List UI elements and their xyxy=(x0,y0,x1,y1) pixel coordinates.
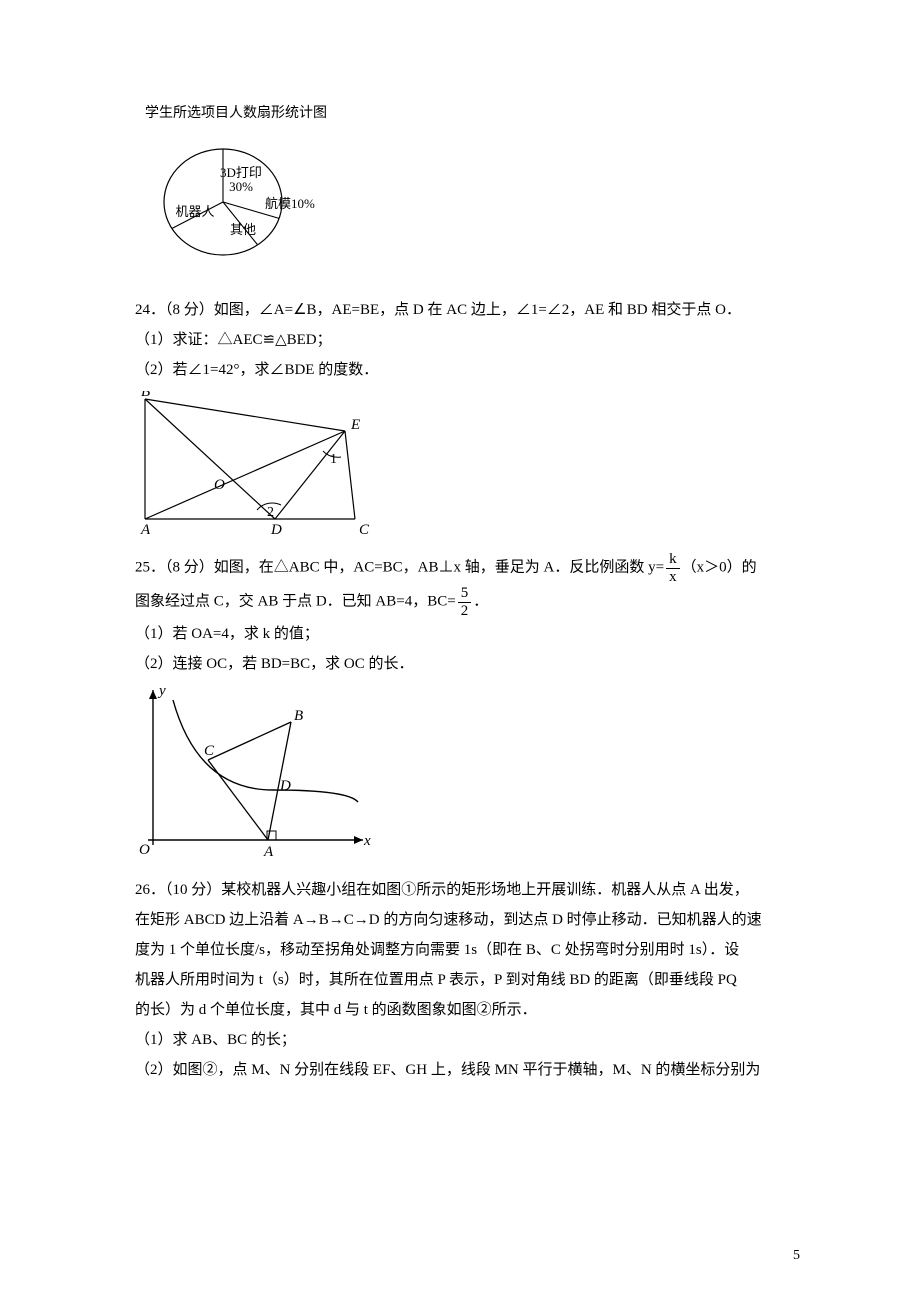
pie-chart-figure: 学生所选项目人数扇形统计图 3D打印30% 航模10% 其他 机器人 xyxy=(145,100,790,277)
q26-l5: 的长）为 d 个单位长度，其中 d 与 t 的函数图象如图②所示． xyxy=(135,995,790,1025)
svg-text:A: A xyxy=(140,522,151,536)
q24-part2: （2）若∠1=42°，求∠BDE 的度数． xyxy=(135,355,790,385)
q25-line1: 25．（8 分）如图，在△ABC 中，AC=BC，AB⊥x 轴，垂足为 A．反比… xyxy=(135,551,790,585)
svg-text:D: D xyxy=(270,522,282,536)
svg-text:y: y xyxy=(157,685,166,699)
q26-l4: 机器人所用时间为 t（s）时，其所在位置用点 P 表示，P 到对角线 BD 的距… xyxy=(135,965,790,995)
q25-part1: （1）若 OA=4，求 k 的值； xyxy=(135,619,790,649)
q24-part1: （1）求证：△AEC≌△BED； xyxy=(135,325,790,355)
q26-line1: 26．（10 分）某校机器人兴趣小组在如图①所示的矩形场地上开展训练．机器人从点… xyxy=(135,875,790,905)
q25-frac1: kx xyxy=(666,551,680,585)
q24-figure: A B C D E O 1 2 xyxy=(135,391,790,547)
q24-stem: 24．（8 分）如图，∠A=∠B，AE=BE，点 D 在 AC 边上，∠1=∠2… xyxy=(135,295,790,325)
q24-points: （8 分） xyxy=(165,302,214,318)
pie-chart-svg: 3D打印30% 航模10% 其他 机器人 xyxy=(145,136,315,266)
q25-stem-a: 如图，在△ABC 中，AC=BC，AB⊥x 轴，垂足为 A．反比例函数 y= xyxy=(214,559,664,575)
q26-l3: 度为 1 个单位长度/s，移动至拐角处调整方向需要 1s（即在 B、C 处拐弯时… xyxy=(135,935,790,965)
page-number: 5 xyxy=(793,1242,800,1270)
svg-text:B: B xyxy=(141,391,150,400)
q25-number: 25． xyxy=(135,559,165,575)
svg-text:O: O xyxy=(139,842,150,858)
svg-text:C: C xyxy=(204,743,215,759)
q26-part1: （1）求 AB、BC 的长； xyxy=(135,1025,790,1055)
q24-svg: A B C D E O 1 2 xyxy=(135,391,385,536)
q26-l2: 在矩形 ABCD 边上沿着 A→B→C→D 的方向匀速移动，到达点 D 时停止移… xyxy=(135,905,790,935)
q25-line2a: 图象经过点 C，交 AB 于点 D．已知 AB=4，BC= xyxy=(135,593,456,609)
q26-part2: （2）如图②，点 M、N 分别在线段 EF、GH 上，线段 MN 平行于横轴，M… xyxy=(135,1055,790,1085)
svg-text:1: 1 xyxy=(330,452,337,467)
svg-text:其他: 其他 xyxy=(230,222,256,237)
q24-number: 24． xyxy=(135,302,165,318)
svg-text:x: x xyxy=(363,833,371,849)
svg-text:30%: 30% xyxy=(229,179,253,194)
svg-text:D: D xyxy=(279,778,291,794)
q25-line2: 图象经过点 C，交 AB 于点 D．已知 AB=4，BC=52． xyxy=(135,585,790,619)
q25-frac2: 52 xyxy=(458,585,472,619)
svg-text:E: E xyxy=(350,417,360,433)
svg-text:A: A xyxy=(263,844,274,860)
svg-text:机器人: 机器人 xyxy=(175,204,214,219)
q26-points: （10 分） xyxy=(165,882,221,898)
svg-text:3D打印: 3D打印 xyxy=(220,165,262,180)
q25-figure: O A B C Dx y xyxy=(135,685,790,871)
svg-text:B: B xyxy=(294,708,303,724)
q26-number: 26． xyxy=(135,882,165,898)
q25-points: （8 分） xyxy=(165,559,214,575)
pie-chart-title: 学生所选项目人数扇形统计图 xyxy=(145,100,790,128)
q25-stem-b: （x＞0）的 xyxy=(682,559,757,575)
q26-l1: 某校机器人兴趣小组在如图①所示的矩形场地上开展训练．机器人从点 A 出发， xyxy=(221,882,749,898)
q25-line2b: ． xyxy=(473,593,488,609)
q25-part2: （2）连接 OC，若 BD=BC，求 OC 的长． xyxy=(135,649,790,679)
svg-text:航模10%: 航模10% xyxy=(265,196,315,211)
svg-text:2: 2 xyxy=(267,505,274,520)
q24-text: 如图，∠A=∠B，AE=BE，点 D 在 AC 边上，∠1=∠2，AE 和 BD… xyxy=(214,302,741,318)
svg-text:C: C xyxy=(359,522,370,536)
q25-svg: O A B C Dx y xyxy=(135,685,375,860)
svg-text:O: O xyxy=(214,477,225,493)
